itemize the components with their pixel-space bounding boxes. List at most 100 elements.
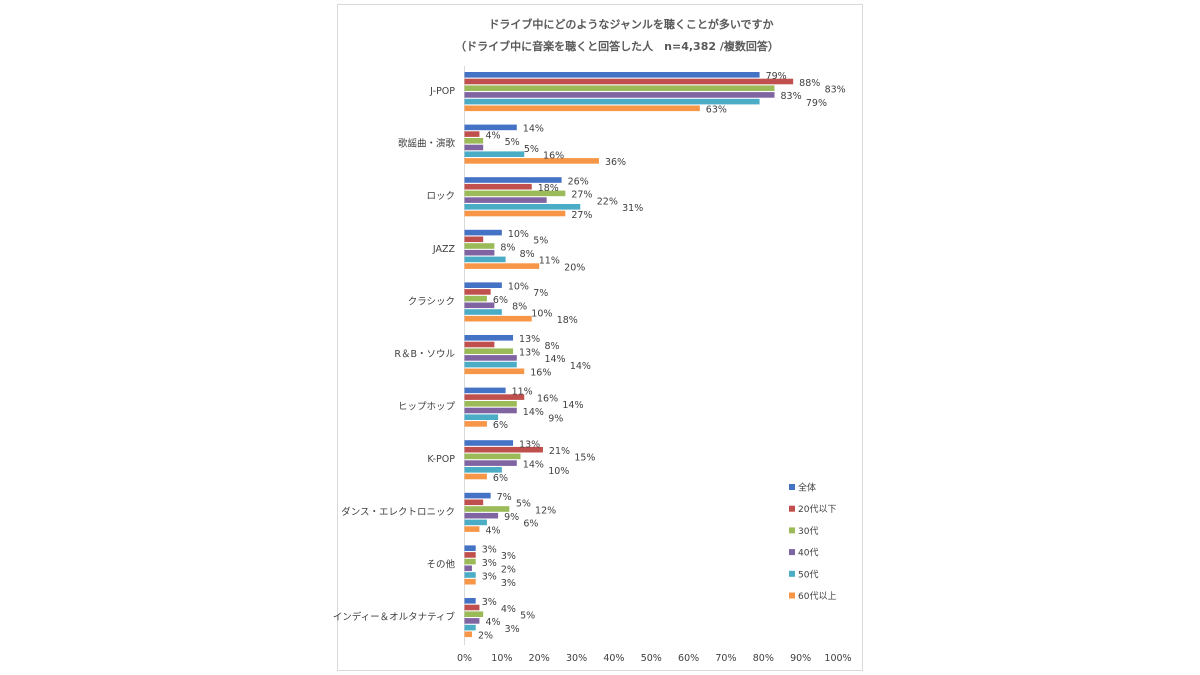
data-label: 3%	[482, 571, 497, 582]
bar	[464, 177, 562, 183]
data-label: 88%	[799, 78, 820, 89]
data-label: 83%	[825, 85, 846, 96]
data-label: 10%	[508, 282, 529, 293]
bar	[464, 618, 480, 624]
bar	[464, 282, 502, 288]
x-tick-label: 40%	[603, 653, 624, 664]
data-label: 15%	[574, 453, 595, 464]
bar	[464, 624, 476, 631]
data-label: 14%	[562, 400, 583, 411]
data-label: 6%	[493, 295, 508, 306]
bar	[464, 92, 775, 98]
data-label: 18%	[538, 183, 559, 194]
category-label: ロック	[426, 191, 455, 202]
x-tick-label: 10%	[491, 653, 512, 664]
data-label: 6%	[493, 420, 508, 431]
data-label: 16%	[537, 393, 558, 404]
bar	[464, 158, 599, 164]
legend-label: 20代以下	[798, 504, 836, 515]
bar	[464, 361, 517, 368]
data-label: 7%	[533, 288, 548, 299]
data-label: 4%	[485, 130, 500, 141]
legend-swatch	[789, 505, 795, 512]
data-label: 13%	[519, 439, 540, 450]
data-label: 10%	[531, 308, 552, 319]
bar	[464, 440, 514, 446]
bar	[464, 289, 491, 295]
legend-swatch	[789, 570, 795, 577]
bar	[464, 348, 514, 354]
bar	[464, 446, 543, 453]
data-label: 14%	[523, 407, 544, 418]
bar	[464, 295, 487, 302]
data-label: 79%	[806, 98, 827, 109]
data-label: 20%	[564, 262, 585, 273]
category-label: ヒップホップ	[398, 402, 456, 413]
legend-swatch	[789, 549, 795, 556]
category-label: R＆B・ソウル	[394, 349, 455, 360]
data-label: 83%	[781, 91, 802, 102]
bar	[464, 85, 775, 91]
category-label: インディー＆オルタナティブ	[333, 611, 456, 623]
data-label: 14%	[523, 124, 544, 135]
bar	[464, 315, 532, 322]
data-label: 10%	[548, 466, 569, 477]
bar	[464, 151, 525, 157]
data-label: 5%	[533, 236, 548, 247]
data-label: 3%	[482, 597, 497, 608]
bar	[464, 341, 495, 348]
data-label: 3%	[505, 624, 520, 635]
data-label: 5%	[520, 611, 535, 622]
legend-label: 50代	[798, 569, 818, 580]
data-label: 14%	[544, 354, 565, 365]
data-label: 8%	[520, 249, 535, 260]
x-tick-label: 50%	[641, 653, 662, 664]
x-tick-label: 90%	[790, 653, 811, 664]
bar	[464, 631, 472, 638]
bar	[464, 105, 700, 112]
data-label: 79%	[766, 71, 787, 82]
bar	[464, 204, 581, 210]
data-label: 14%	[570, 361, 591, 372]
bar	[464, 467, 502, 473]
bar	[464, 401, 517, 407]
data-label: 12%	[535, 505, 556, 516]
bar	[464, 460, 517, 466]
x-tick-label: 100%	[824, 653, 851, 664]
data-label: 8%	[500, 242, 515, 253]
data-label: 3%	[482, 558, 497, 569]
category-label: ダンス・エレクトロニック	[341, 506, 455, 518]
bar	[464, 144, 484, 151]
bar	[464, 387, 506, 394]
data-label: 14%	[523, 459, 544, 470]
chart-title: ドライブ中にどのようなジャンルを聴くことが多いですか	[488, 17, 773, 31]
bar	[464, 492, 491, 499]
data-label: 8%	[512, 302, 527, 313]
bar	[464, 611, 484, 617]
data-label: 3%	[501, 578, 516, 589]
bar	[464, 263, 540, 269]
data-label: 8%	[544, 341, 559, 352]
data-label: 4%	[485, 525, 500, 536]
data-label: 16%	[543, 151, 564, 162]
legend-label: 40代	[798, 548, 818, 559]
data-label: 5%	[505, 137, 520, 148]
category-label: 歌謡曲・演歌	[398, 138, 456, 150]
bar	[464, 407, 517, 414]
bar	[464, 309, 502, 315]
category-label: K-POP	[427, 454, 455, 465]
category-label: J-POP	[429, 86, 455, 97]
bar	[464, 243, 495, 249]
x-tick-label: 60%	[678, 653, 699, 664]
data-label: 10%	[508, 229, 529, 240]
data-label: 5%	[516, 499, 531, 510]
legend-label: 60代以上	[798, 591, 836, 602]
bar	[464, 368, 525, 375]
bar	[464, 512, 499, 519]
bar	[464, 499, 484, 506]
legend-label: 全体	[798, 482, 816, 494]
bar	[464, 190, 566, 197]
data-label: 22%	[597, 196, 618, 207]
bar	[464, 355, 517, 361]
bar	[464, 558, 476, 565]
